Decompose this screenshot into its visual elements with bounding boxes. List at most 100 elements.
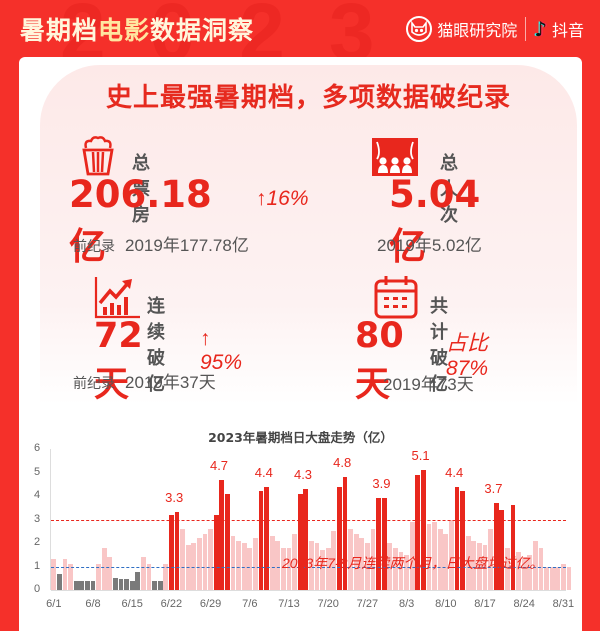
bar-8-23 — [516, 552, 521, 590]
stat-value: 80天 — [355, 316, 404, 405]
bar-6-23 — [174, 512, 180, 590]
maoyan-cat-icon — [406, 16, 433, 42]
stat-label: 连续破亿 — [147, 296, 165, 395]
bar-6-12 — [113, 578, 118, 590]
value-label: 4.8 — [333, 455, 352, 471]
bar-7-8 — [258, 491, 264, 590]
bar-8-18 — [488, 528, 493, 590]
reference-line-3 — [51, 519, 567, 521]
maoyan-brand-name: 猫眼研究院 — [437, 21, 518, 40]
bar-8-12 — [454, 486, 460, 590]
bar-8-22 — [510, 505, 516, 590]
footnote: 2023年7-8月连续两个月，日大盘均过亿。 — [282, 555, 544, 571]
bar-8-24 — [521, 557, 527, 590]
stat-label: 总人次 — [440, 153, 458, 226]
y-tick-label: 5 — [34, 465, 41, 478]
bar-8-8 — [432, 521, 437, 590]
bar-8-7 — [426, 524, 432, 590]
bar-7-3 — [230, 535, 236, 590]
bar-7-13 — [286, 547, 292, 590]
bar-8-10 — [443, 533, 449, 590]
bar-8-26 — [533, 540, 538, 590]
bar-8-1 — [393, 547, 398, 590]
bar-8-31 — [561, 564, 566, 590]
stat-previous-record: 2019年73天 — [383, 375, 474, 394]
y-tick-label: 1 — [34, 559, 41, 572]
bar-6-27 — [197, 538, 202, 590]
x-tick-label: 8/10 — [435, 598, 457, 610]
bar-6-24 — [180, 528, 185, 590]
bar-7-26 — [359, 538, 365, 590]
bar-9-1 — [566, 566, 572, 590]
bar-6-10 — [101, 547, 107, 590]
value-label: 3.3 — [165, 490, 184, 506]
bar-7-19 — [320, 550, 325, 590]
bar-6-18 — [146, 564, 152, 590]
x-axis-line — [51, 590, 567, 591]
stats-panel: 史上最强暑期档，多项数据破纪录 总票房 206.18亿 ↑16% 前纪录 2019… — [40, 65, 577, 405]
x-tick-label: 8/24 — [513, 598, 535, 610]
header: 暑期档电影数据洞察 猫眼研究院 ♪ 抖音 — [0, 0, 600, 57]
bar-7-15 — [297, 493, 303, 590]
bar-6-9 — [96, 564, 101, 590]
bar-6-4 — [68, 564, 73, 590]
bar-6-29 — [208, 528, 213, 590]
bar-8-20 — [499, 510, 505, 590]
brand-logos: 猫眼研究院 ♪ 抖音 — [406, 16, 584, 42]
page-title: 暑期档电影数据洞察 — [20, 11, 254, 47]
bar-8-15 — [471, 540, 477, 590]
bar-6-17 — [141, 557, 146, 590]
value-label: 4.4 — [254, 464, 273, 480]
stat-delta: ↑16% — [256, 187, 309, 210]
bar-7-4 — [236, 540, 241, 590]
bar-7-21 — [331, 531, 337, 590]
x-tick-label: 6/29 — [199, 598, 222, 610]
bar-6-28 — [202, 533, 208, 590]
headline: 史上最强暑期档，多项数据破纪录 — [105, 83, 511, 113]
bar-8-19 — [493, 503, 499, 590]
bar-6-30 — [213, 514, 219, 590]
bar-8-25 — [527, 554, 533, 590]
reference-line-1 — [51, 566, 567, 568]
brand-divider — [525, 17, 527, 41]
stat-previous-record: 前纪录 2019年37天 — [73, 368, 216, 393]
value-label: 4.4 — [445, 464, 464, 480]
bar-6-8 — [90, 580, 96, 590]
bar-7-1 — [219, 479, 225, 590]
bar-8-4 — [409, 521, 415, 590]
bar-8-27 — [538, 547, 544, 590]
popcorn-icon — [82, 136, 114, 176]
prev-label: 前纪录 — [73, 238, 115, 254]
x-tick-label: 8/31 — [552, 598, 575, 610]
bar-7-20 — [325, 547, 331, 590]
bar-6-6 — [79, 580, 85, 590]
bar-7-9 — [264, 486, 269, 590]
growth-chart-icon — [94, 277, 140, 319]
stat-previous-record: 前纪录 2019年177.78亿 — [73, 231, 249, 256]
stat-delta: 占比87% — [446, 332, 489, 380]
x-tick-label: 6/1 — [46, 598, 62, 610]
bar-7-12 — [281, 547, 286, 590]
stat-delta: ↑ 95% — [200, 327, 243, 374]
value-label: 3.9 — [372, 476, 391, 492]
x-tick-label: 8/3 — [398, 598, 415, 610]
x-tick-label: 6/15 — [121, 598, 143, 610]
bar-7-24 — [348, 528, 353, 590]
bar-8-9 — [437, 528, 443, 590]
y-tick-label: 3 — [34, 512, 41, 525]
stat-label: 总票房 — [132, 153, 150, 226]
bar-8-21 — [505, 547, 510, 590]
prev-value: 2019年37天 — [125, 373, 216, 392]
bar-6-22 — [169, 514, 174, 590]
y-tick-label: 4 — [34, 489, 41, 501]
x-tick-label: 7/6 — [242, 598, 258, 610]
y-tick-label: 6 — [34, 442, 41, 454]
bar-7-30 — [381, 498, 387, 590]
title-part: 暑期档 — [20, 16, 99, 45]
y-tick-label: 2 — [34, 536, 41, 548]
bar-6-13 — [118, 579, 124, 590]
bar-7-23 — [342, 477, 348, 590]
bar-7-28 — [370, 528, 376, 590]
bar-7-6 — [247, 547, 253, 590]
title-part: 数据洞察 — [150, 16, 255, 45]
